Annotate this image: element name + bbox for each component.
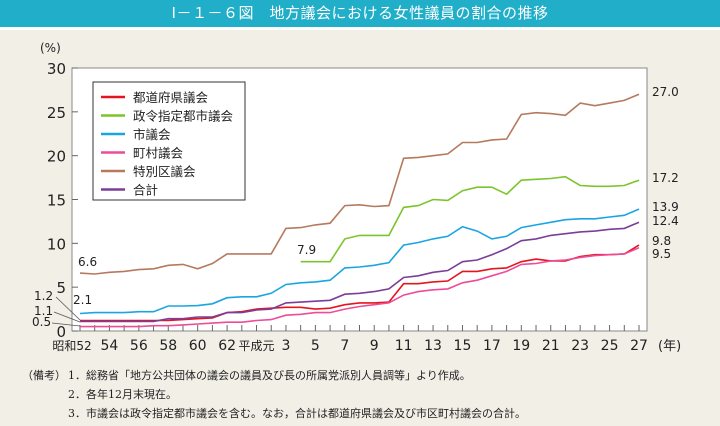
x-tick-label: 5 — [311, 338, 320, 354]
x-tick-label: 11 — [395, 338, 413, 354]
x-tick-label: 3 — [281, 338, 290, 354]
x-tick-label: 27 — [630, 338, 648, 354]
end-value-label: 17.2 — [652, 171, 679, 185]
x-tick-label: 60 — [189, 338, 207, 354]
notes: （備考） 1．総務省「地方公共団体の議会の議員及び長の所属党派別人員調等」より作成… — [22, 366, 526, 423]
y-tick-label: 15 — [47, 192, 66, 210]
x-tick-label: 23 — [571, 338, 589, 354]
end-value-label: 9.8 — [652, 234, 671, 248]
legend-box — [92, 81, 246, 201]
x-tick-label: 平成元 — [239, 339, 275, 353]
y-tick-label: 25 — [47, 104, 66, 122]
title-divider — [0, 27, 720, 30]
legend-label: 都道府県議会 — [133, 90, 209, 105]
end-value-label: 12.4 — [652, 214, 679, 228]
legend-label: 政令指定都市議会 — [133, 109, 234, 124]
legend-label: 合計 — [133, 183, 158, 198]
figure-title: Ⅰ－１－６図 地方議会における女性議員の割合の推移 — [0, 0, 720, 27]
x-tick-label: 25 — [601, 338, 619, 354]
y-axis-unit: (%) — [40, 41, 61, 55]
legend-label: 町村議会 — [133, 146, 184, 161]
start-value-label: 7.9 — [297, 243, 316, 257]
notes-heading: （備考） — [22, 369, 66, 382]
x-tick-label: 54 — [101, 338, 119, 354]
y-tick-label: 5 — [56, 279, 66, 297]
y-tick-label: 30 — [47, 60, 66, 78]
x-tick-label: 19 — [512, 338, 530, 354]
note-2: 2．各年12月末現在。 — [68, 388, 177, 401]
end-value-label: 13.9 — [652, 200, 679, 214]
x-tick-label: 13 — [424, 338, 442, 354]
x-tick-label: 15 — [454, 338, 472, 354]
y-tick-label: 10 — [47, 235, 66, 253]
end-value-label: 27.0 — [652, 85, 679, 99]
end-value-label: 9.5 — [652, 247, 671, 261]
series-line-1 — [300, 175, 640, 263]
leader-line — [55, 296, 81, 321]
leader-line — [51, 322, 81, 327]
note-1: 1．総務省「地方公共団体の議会の議員及び長の所属党派別人員調等」より作成。 — [68, 369, 471, 382]
start-value-label: 1.1 — [34, 304, 53, 318]
x-tick-label: 56 — [130, 338, 148, 354]
leader-line — [53, 311, 81, 323]
legend-label: 市議会 — [133, 127, 171, 142]
x-tick-label: 17 — [483, 338, 501, 354]
y-tick-label: 0 — [56, 323, 66, 341]
x-axis-unit: (年) — [658, 339, 681, 354]
x-tick-label: 58 — [159, 338, 177, 354]
x-tick-label: 7 — [340, 338, 349, 354]
start-value-label: 0.5 — [32, 315, 51, 329]
x-tick-label: 9 — [370, 338, 379, 354]
note-3: 3．市議会は政令指定都市議会を含む。なお，合計は都道府県議会及び市区町村議会の合… — [68, 407, 526, 420]
x-tick-label: 62 — [218, 338, 236, 354]
legend-label: 特別区議会 — [133, 164, 196, 179]
start-value-label: 2.1 — [73, 293, 92, 307]
x-tick-label: 21 — [542, 338, 560, 354]
start-value-label: 6.6 — [78, 255, 97, 269]
y-tick-label: 20 — [47, 148, 66, 166]
start-value-label: 1.2 — [34, 289, 53, 303]
line-chart: (%) 0 5 10 15 20 25 30 昭和52 54 56 58 60 62 平成元 3 5 7 9 11 13… — [32, 41, 681, 354]
x-tick-label: 昭和52 — [52, 339, 91, 353]
